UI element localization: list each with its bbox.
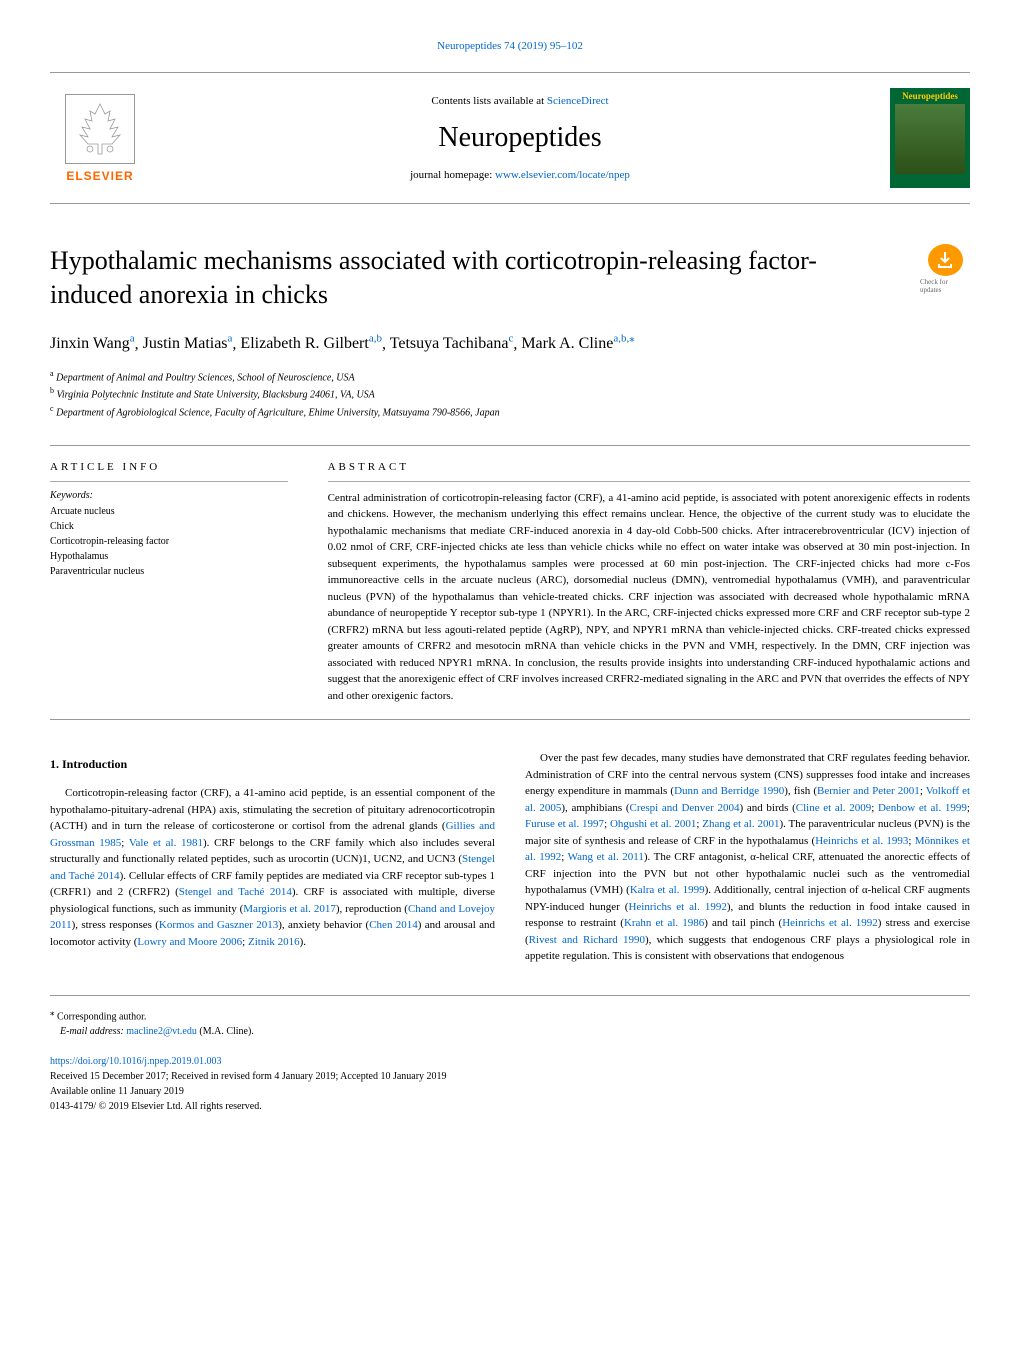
doi-link[interactable]: https://doi.org/10.1016/j.npep.2019.01.0… <box>50 1056 221 1067</box>
journal-name: Neuropeptides <box>150 122 890 154</box>
article-footer: ⁎ Corresponding author. E-mail address: … <box>50 995 970 1114</box>
ref-link[interactable]: Heinrichs et al. 1992 <box>782 917 878 929</box>
ref-link[interactable]: Zhang et al. 2001 <box>702 818 779 830</box>
abstract-section: ABSTRACT Central administration of corti… <box>308 446 970 720</box>
ref-link[interactable]: Heinrichs et al. 1993 <box>815 835 908 847</box>
intro-para-2: Over the past few decades, many studies … <box>525 750 970 965</box>
doi-line: https://doi.org/10.1016/j.npep.2019.01.0… <box>50 1054 970 1069</box>
ref-link[interactable]: Chen 2014 <box>369 919 418 931</box>
author: Elizabeth R. Gilberta,b <box>240 335 382 352</box>
article-body: 1. Introduction Corticotropin-releasing … <box>50 750 970 965</box>
ref-link[interactable]: Vale et al. 1981 <box>129 837 203 849</box>
author: Justin Matiasa <box>143 335 233 352</box>
ref-link[interactable]: Krahn et al. 1986 <box>624 917 704 929</box>
ref-link[interactable]: Lowry and Moore 2006 <box>137 936 242 948</box>
citation-link[interactable]: Neuropeptides 74 (2019) 95–102 <box>437 40 583 52</box>
affiliation: a Department of Animal and Poultry Scien… <box>50 368 970 385</box>
keyword: Paraventricular nucleus <box>50 564 288 579</box>
ref-link[interactable]: Zitnik 2016 <box>248 936 300 948</box>
ref-link[interactable]: Ohgushi et al. 2001 <box>610 818 696 830</box>
authors-list: Jinxin Wanga, Justin Matiasa, Elizabeth … <box>50 332 970 353</box>
elsevier-logo: ELSEVIER <box>50 94 150 183</box>
intro-heading: 1. Introduction <box>50 755 495 773</box>
email-link[interactable]: macline2@vt.edu <box>126 1026 197 1037</box>
elsevier-text: ELSEVIER <box>66 169 133 183</box>
ref-link[interactable]: Kalra et al. 1999 <box>630 884 705 896</box>
ref-link[interactable]: Wang et al. 2011 <box>568 851 644 863</box>
abstract-text: Central administration of corticotropin-… <box>328 490 970 705</box>
info-abstract-row: ARTICLE INFO Keywords: Arcuate nucleusCh… <box>50 445 970 721</box>
check-updates-badge[interactable]: Check for updates <box>920 244 970 294</box>
keyword: Corticotropin-releasing factor <box>50 534 288 549</box>
journal-cover-title: Neuropeptides <box>902 91 958 101</box>
author: Mark A. Clinea,b,⁎ <box>521 335 634 352</box>
journal-homepage-line: journal homepage: www.elsevier.com/locat… <box>150 169 890 181</box>
affiliations-list: a Department of Animal and Poultry Scien… <box>50 368 970 420</box>
abstract-label: ABSTRACT <box>328 461 970 482</box>
affiliation: c Department of Agrobiological Science, … <box>50 403 970 420</box>
article-info-sidebar: ARTICLE INFO Keywords: Arcuate nucleusCh… <box>50 446 308 720</box>
sciencedirect-link[interactable]: ScienceDirect <box>547 95 609 107</box>
keywords-list: Arcuate nucleusChickCorticotropin-releas… <box>50 504 288 579</box>
received-line: Received 15 December 2017; Received in r… <box>50 1069 970 1084</box>
ref-link[interactable]: Heinrichs et al. 1992 <box>628 901 726 913</box>
ref-link[interactable]: Bernier and Peter 2001 <box>817 785 920 797</box>
elsevier-tree-icon <box>65 94 135 164</box>
keyword: Arcuate nucleus <box>50 504 288 519</box>
available-line: Available online 11 January 2019 <box>50 1084 970 1099</box>
article-info-label: ARTICLE INFO <box>50 461 288 482</box>
ref-link[interactable]: Margioris et al. 2017 <box>243 903 336 915</box>
keyword: Hypothalamus <box>50 549 288 564</box>
check-updates-icon <box>928 244 963 276</box>
keywords-label: Keywords: <box>50 490 288 501</box>
corresp-marker-icon: ⁎ <box>50 1007 55 1017</box>
author: Jinxin Wanga <box>50 335 135 352</box>
top-citation: Neuropeptides 74 (2019) 95–102 <box>50 40 970 52</box>
header-center: Contents lists available at ScienceDirec… <box>150 95 890 181</box>
email-line: E-mail address: macline2@vt.edu (M.A. Cl… <box>60 1024 970 1039</box>
journal-cover-image <box>895 104 965 174</box>
intro-para-1: Corticotropin-releasing factor (CRF), a … <box>50 785 495 950</box>
ref-link[interactable]: Denbow et al. 1999 <box>878 802 967 814</box>
author: Tetsuya Tachibanac <box>390 335 514 352</box>
homepage-link[interactable]: www.elsevier.com/locate/npep <box>495 169 630 181</box>
journal-header: ELSEVIER Contents lists available at Sci… <box>50 72 970 204</box>
corresponding-author: ⁎ Corresponding author. <box>50 1006 970 1024</box>
keyword: Chick <box>50 519 288 534</box>
ref-link[interactable]: Kormos and Gaszner 2013 <box>159 919 278 931</box>
copyright-line: 0143-4179/ © 2019 Elsevier Ltd. All righ… <box>50 1099 970 1114</box>
contents-list-line: Contents lists available at ScienceDirec… <box>150 95 890 107</box>
ref-link[interactable]: Cline et al. 2009 <box>796 802 871 814</box>
ref-link[interactable]: Rivest and Richard 1990 <box>529 934 645 946</box>
affiliation: b Virginia Polytechnic Institute and Sta… <box>50 385 970 402</box>
article-title: Hypothalamic mechanisms associated with … <box>50 244 970 312</box>
ref-link[interactable]: Stengel and Taché 2014 <box>179 886 292 898</box>
journal-cover: Neuropeptides <box>890 88 970 188</box>
ref-link[interactable]: Dunn and Berridge 1990 <box>674 785 784 797</box>
ref-link[interactable]: Furuse et al. 1997 <box>525 818 604 830</box>
ref-link[interactable]: Crespi and Denver 2004 <box>630 802 740 814</box>
